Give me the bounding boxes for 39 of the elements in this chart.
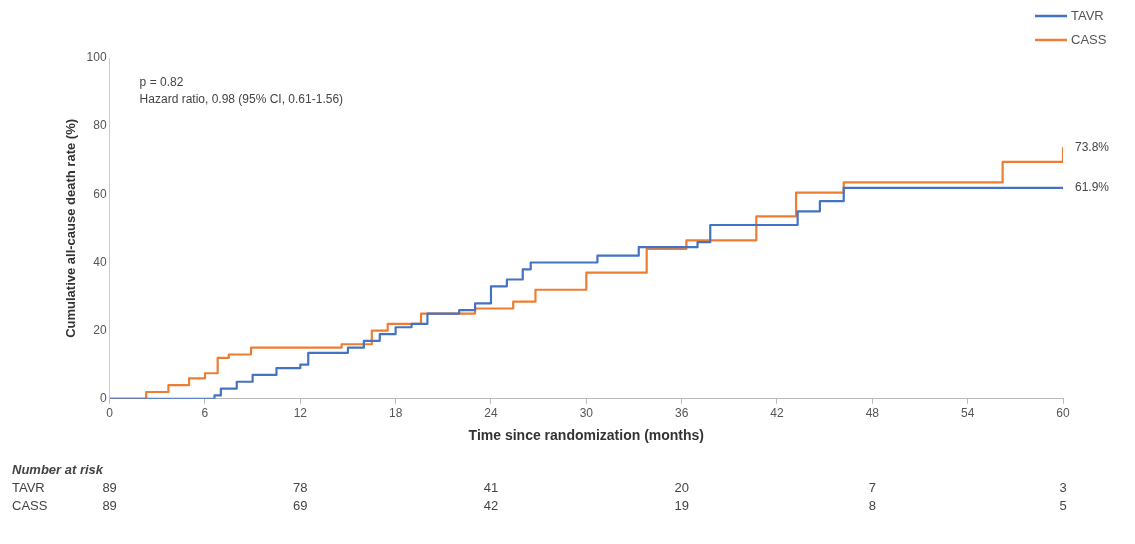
text: 5 bbox=[1059, 498, 1067, 514]
x-tick-label: 60 bbox=[1056, 406, 1070, 421]
y-tick-label: 80 bbox=[93, 118, 107, 133]
text: 19 bbox=[674, 498, 689, 514]
x-tick-label: 24 bbox=[484, 406, 498, 421]
y-tick-label: 0 bbox=[99, 391, 107, 406]
text: CASS bbox=[12, 498, 48, 514]
y-tick-label: 100 bbox=[86, 50, 107, 65]
x-tick-label: 6 bbox=[201, 406, 209, 421]
annotation: Hazard ratio, 0.98 (95% CI, 0.61-1.56) bbox=[139, 92, 344, 107]
x-tick-label: 54 bbox=[960, 406, 975, 421]
x-tick-label: 48 bbox=[865, 406, 880, 421]
text: 42 bbox=[483, 498, 499, 514]
y-tick-label: 60 bbox=[93, 186, 107, 201]
text: 69 bbox=[293, 498, 308, 514]
annotation: 61.9% bbox=[1075, 180, 1110, 195]
y-tick-label: 40 bbox=[93, 254, 107, 269]
text: 20 bbox=[674, 480, 689, 496]
x-axis-title: Time since randomization (months) bbox=[468, 427, 705, 444]
text: 89 bbox=[102, 498, 117, 514]
legend-label: TAVR bbox=[1071, 7, 1104, 23]
y-tick-label: 20 bbox=[93, 322, 107, 337]
x-tick-label: 12 bbox=[293, 406, 308, 421]
legend-label: CASS bbox=[1071, 31, 1107, 47]
text: 41 bbox=[483, 480, 499, 496]
x-tick-label: 42 bbox=[770, 406, 784, 421]
text: 3 bbox=[1059, 480, 1067, 496]
y-axis-title: Cumulative all-cause death rate (%) bbox=[63, 118, 79, 338]
x-tick-label: 18 bbox=[388, 406, 403, 421]
text: 78 bbox=[293, 480, 308, 496]
annotation: 73.8% bbox=[1075, 139, 1110, 154]
text: TAVR bbox=[12, 480, 45, 496]
x-tick-label: 36 bbox=[674, 406, 689, 421]
annotation: p = 0.82 bbox=[139, 75, 184, 90]
text: 8 bbox=[868, 498, 876, 514]
x-tick-label: 30 bbox=[579, 406, 594, 421]
text: 7 bbox=[868, 480, 876, 496]
text: Number at risk bbox=[12, 462, 104, 478]
text: 89 bbox=[102, 480, 117, 496]
